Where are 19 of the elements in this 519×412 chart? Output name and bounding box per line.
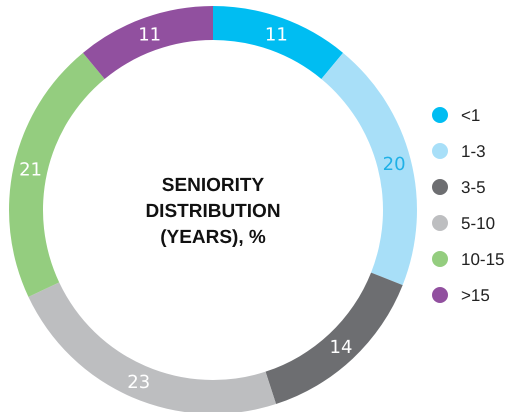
legend-label: 10-15 — [461, 250, 504, 270]
legend-label: 1-3 — [461, 142, 486, 162]
donut-slice — [28, 282, 276, 412]
donut-slice — [321, 52, 417, 286]
legend-label: 3-5 — [461, 178, 486, 198]
legend-label: 5-10 — [461, 214, 496, 234]
donut-slice — [9, 52, 105, 297]
data-label: 11 — [264, 24, 288, 46]
donut-slice — [213, 6, 344, 80]
data-label: 23 — [127, 372, 150, 394]
data-label: 14 — [330, 336, 352, 358]
donut-slice — [82, 6, 213, 80]
data-label: 21 — [19, 160, 42, 181]
data-label: 11 — [138, 24, 162, 46]
text: SENIORITY DISTRIBUTION (YEARS), % — [145, 175, 281, 248]
data-label: 20 — [382, 154, 406, 175]
legend-label: >15 — [461, 286, 490, 306]
legend-label: <1 — [461, 106, 480, 126]
donut-slice — [266, 272, 403, 404]
